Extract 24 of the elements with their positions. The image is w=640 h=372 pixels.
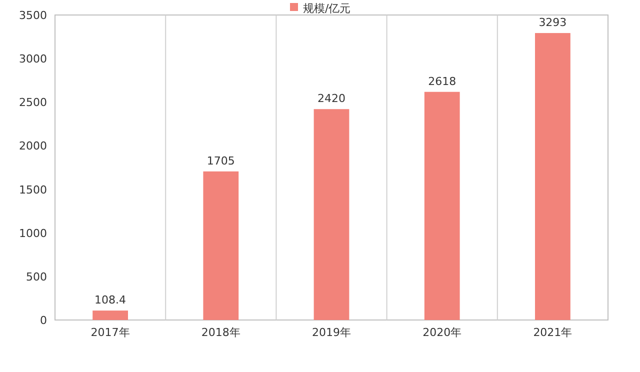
data-label: 2618 [428, 74, 456, 88]
bar [92, 310, 128, 320]
y-tick-label: 3000 [19, 52, 47, 66]
x-tick-label: 2020年 [422, 326, 462, 339]
x-tick-label: 2018年 [201, 326, 240, 339]
x-tick-label: 2021年 [533, 326, 572, 339]
y-tick-label: 2000 [19, 140, 47, 153]
x-tick-label: 2017年 [90, 326, 130, 339]
legend-label: 规模/亿元 [303, 2, 351, 15]
data-label: 1705 [206, 154, 235, 168]
bar [535, 33, 570, 320]
bar [314, 109, 350, 320]
bar [424, 92, 460, 320]
y-tick-label: 3500 [19, 9, 47, 22]
data-label: 3293 [538, 16, 567, 30]
bar [203, 171, 239, 320]
x-tick-label: 2019年 [312, 326, 351, 339]
y-tick-label: 1500 [19, 183, 47, 196]
data-label: 108.4 [94, 294, 126, 307]
y-tick-label: 1000 [19, 226, 47, 240]
y-tick-label: 2500 [19, 96, 47, 110]
y-tick-label: 500 [26, 270, 47, 284]
y-tick-label: 0 [40, 314, 47, 327]
data-label: 2420 [318, 92, 346, 106]
